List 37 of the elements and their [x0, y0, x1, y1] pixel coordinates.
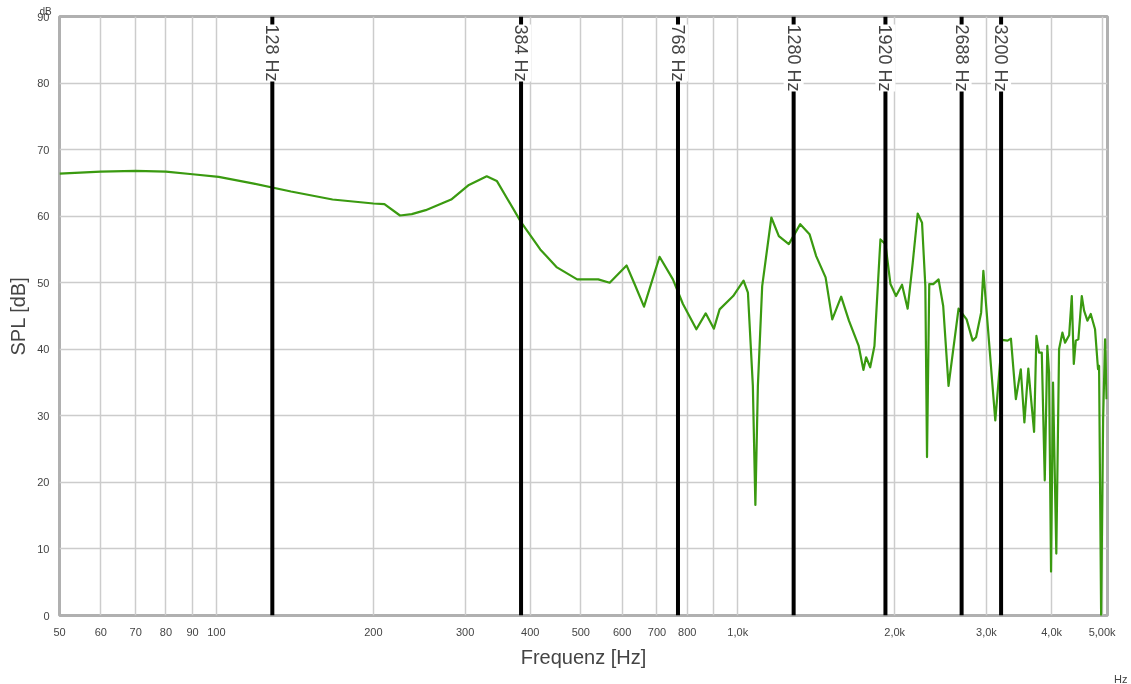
- text: Hz: [1114, 672, 1128, 684]
- x-tick-label: 50: [53, 625, 66, 638]
- x-tick-label: 3,0k: [976, 625, 998, 638]
- x-tick-label: 70: [129, 625, 142, 638]
- y-tick-label: 80: [37, 77, 50, 90]
- y-tick-label: 20: [37, 476, 50, 489]
- y-tick-label: 50: [37, 276, 50, 289]
- x-tick-label: 700: [647, 625, 667, 638]
- y-tick-label: 70: [37, 143, 50, 156]
- x-axis-title: Frequenz [Hz]: [520, 645, 647, 668]
- ref-line-label: 1920 Hz: [875, 24, 896, 92]
- x-tick-label: 60: [94, 625, 107, 638]
- x-tick-label: 500: [571, 625, 590, 638]
- y-tick-label: 30: [37, 409, 50, 422]
- ref-line-label: 1280 Hz: [783, 24, 804, 92]
- x-tick-label: 4,0k: [1041, 625, 1063, 638]
- y-tick-label: 10: [37, 542, 50, 555]
- x-tick-label: 800: [678, 625, 697, 638]
- ref-line-label: 384 Hz: [511, 24, 532, 82]
- ref-line-label: 3200 Hz: [991, 24, 1012, 92]
- x-tick-label: 2,0k: [884, 625, 906, 638]
- y-tick-label: 40: [37, 343, 50, 356]
- x-tick-label: 200: [364, 625, 383, 638]
- x-tick-label: 90: [186, 625, 199, 638]
- x-tick-label: 1,0k: [727, 625, 749, 638]
- x-tick-label: 400: [521, 625, 540, 638]
- x-tick-label: 300: [455, 625, 475, 638]
- x-tick-label: 80: [159, 625, 173, 638]
- y-tick-label: 0: [43, 609, 50, 622]
- x-tick-label: 5,00k: [1088, 625, 1117, 638]
- y-tick-label: 60: [37, 210, 50, 223]
- x-tick-label: 600: [612, 625, 632, 638]
- ref-line-label: 128 Hz: [262, 24, 283, 82]
- x-tick-label: 100: [207, 625, 226, 638]
- ref-line-label: 2688 Hz: [951, 24, 972, 92]
- ref-line-label: 768 Hz: [667, 24, 688, 82]
- y-axis-title: SPL [dB]: [7, 277, 30, 356]
